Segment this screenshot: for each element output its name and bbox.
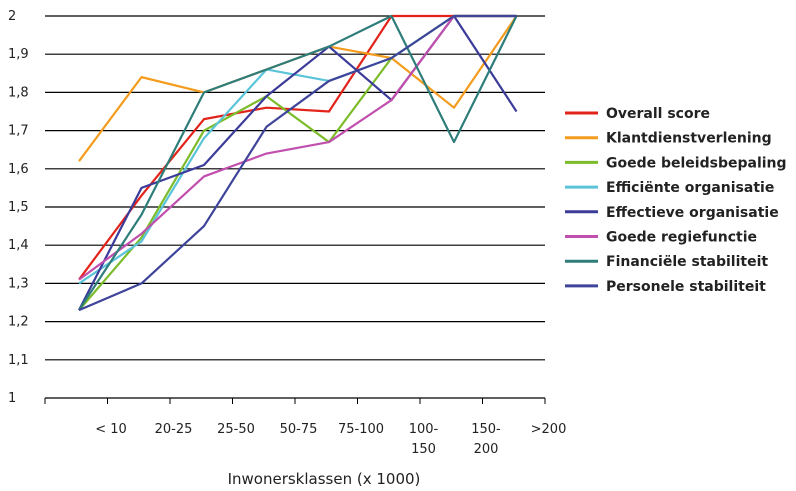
x-tick-label: 25-50 — [217, 422, 255, 437]
legend-label: Goede beleidsbepaling — [606, 155, 787, 171]
legend-label: Efficiënte organisatie — [606, 180, 774, 196]
y-tick-label: 1,7 — [8, 124, 29, 139]
series-line — [78, 14, 518, 311]
legend-label: Overall score — [606, 106, 710, 122]
legend-label: Personele stabiliteit — [606, 279, 766, 295]
x-tick-label: < 10 — [95, 422, 127, 437]
series-line — [78, 15, 518, 162]
series-line — [78, 14, 517, 311]
y-tick-label: 1,4 — [8, 238, 29, 253]
series-line — [78, 14, 517, 281]
x-tick-label: >200 — [531, 422, 567, 437]
gridlines — [45, 15, 545, 399]
series-line — [78, 14, 517, 312]
legend-label: Goede regiefunctie — [606, 230, 757, 246]
legend-label: Financiële stabiliteit — [606, 254, 768, 270]
x-tick-label: 150 — [411, 442, 436, 457]
x-tick-label: 100- — [409, 422, 439, 437]
y-tick-label: 1,9 — [8, 47, 29, 62]
y-axis-ticks: 1 1,1 1,2 1,3 1,4 1,5 1,6 1,7 1,8 1,9 2 — [8, 9, 29, 406]
y-tick-label: 1 — [8, 391, 16, 406]
y-tick-label: 1,2 — [8, 315, 29, 330]
legend-label: Klantdienstverlening — [606, 131, 772, 147]
y-tick-label: 1,6 — [8, 162, 29, 177]
x-tick-label: 75-100 — [338, 422, 384, 437]
y-tick-label: 1,8 — [8, 85, 29, 100]
legend: Overall score Klantdienstverlening Goede b… — [565, 106, 787, 295]
series-line — [78, 14, 518, 311]
x-tick-label: 20-25 — [155, 422, 193, 437]
series-lines — [78, 14, 518, 312]
series-line — [78, 14, 517, 285]
x-tick-label: 150- — [471, 422, 501, 437]
legend-label: Effectieve organisatie — [606, 205, 779, 221]
y-tick-label: 1,5 — [8, 200, 29, 215]
x-tick-label: 50-75 — [280, 422, 318, 437]
y-tick-label: 1,3 — [8, 276, 29, 291]
x-tick-label: 200 — [474, 442, 499, 457]
x-axis: < 10 20-25 25-50 50-75 75-100 100- 150 150- 200 >… — [44, 398, 567, 457]
series-line — [78, 14, 517, 281]
x-axis-title: Inwonersklassen (x 1000) — [228, 470, 421, 488]
y-tick-label: 1,1 — [8, 353, 29, 368]
y-tick-label: 2 — [8, 9, 16, 24]
